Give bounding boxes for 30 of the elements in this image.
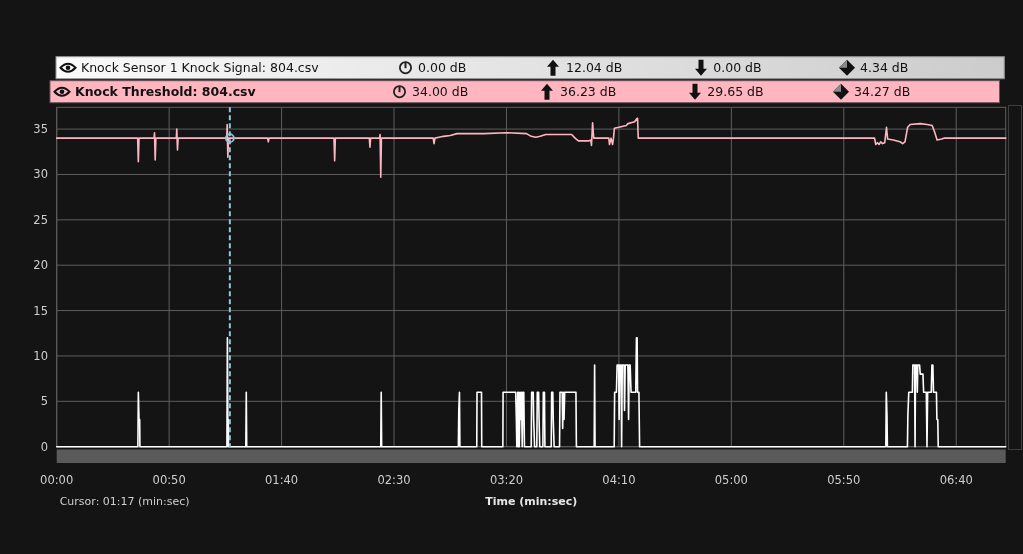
line-series bbox=[55, 117, 1007, 178]
text: Knock Sensor 1 Knock Signal: 804.csv bbox=[81, 60, 320, 76]
x-tick-label: 05:50 bbox=[827, 473, 861, 487]
x-tick-label: 03:20 bbox=[489, 473, 524, 487]
x-tick-label: 04:10 bbox=[602, 473, 636, 487]
text: 36.23 dB bbox=[560, 84, 617, 100]
y-tick-label: 30 bbox=[33, 167, 48, 182]
x-tick-label: 02:30 bbox=[377, 473, 411, 487]
x-tick-label: 06:40 bbox=[939, 473, 973, 487]
text: Cursor: 01:17 (min:sec) bbox=[59, 494, 190, 508]
text: 0.00 dB bbox=[713, 60, 762, 76]
text: 12.04 dB bbox=[566, 60, 623, 76]
text: 34.27 dB bbox=[854, 84, 911, 100]
x-tick-label: 05:00 bbox=[714, 473, 748, 487]
y-tick-label: 10 bbox=[33, 348, 48, 363]
y-tick-label: 5 bbox=[40, 394, 48, 409]
text: 34.00 dB bbox=[412, 84, 469, 100]
y-tick-label: 0 bbox=[40, 439, 48, 454]
y-tick-label: 15 bbox=[33, 303, 48, 318]
text: 29.65 dB bbox=[707, 84, 764, 100]
x-tick-label: 01:40 bbox=[265, 473, 299, 487]
x-tick-label: 00:00 bbox=[40, 473, 74, 487]
text: Knock Threshold: 804.csv bbox=[75, 84, 256, 100]
x-tick-label: 00:50 bbox=[152, 473, 186, 487]
text: 0.00 dB bbox=[418, 60, 467, 76]
y-tick-label: 25 bbox=[33, 212, 48, 227]
y-tick-label: 20 bbox=[33, 258, 48, 273]
x-axis-title: Time (min:sec) bbox=[485, 494, 578, 508]
text: 4.34 dB bbox=[860, 60, 909, 76]
y-tick-label: 35 bbox=[33, 122, 48, 137]
